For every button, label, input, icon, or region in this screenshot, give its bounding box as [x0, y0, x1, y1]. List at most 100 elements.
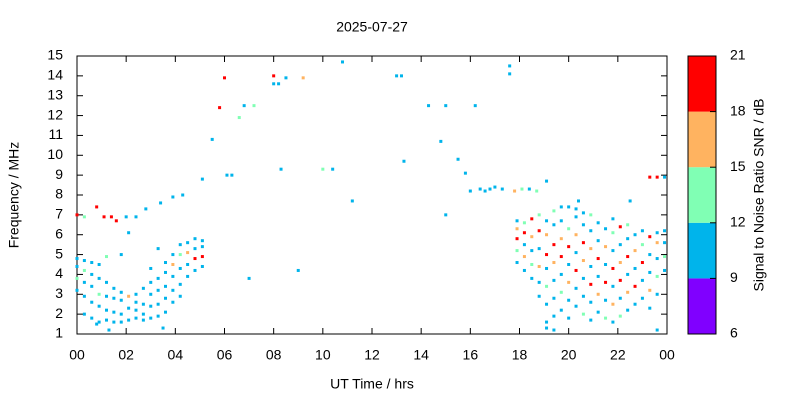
point	[193, 237, 197, 241]
point	[559, 219, 563, 223]
x-tick-label: 22	[610, 347, 626, 363]
point	[655, 231, 659, 235]
point	[626, 290, 630, 294]
point	[567, 298, 571, 302]
point	[515, 219, 519, 223]
colorbar-tick-label: 18	[730, 102, 746, 118]
point	[200, 264, 204, 268]
point	[640, 261, 644, 265]
point	[90, 316, 94, 320]
point	[604, 263, 608, 266]
point	[119, 320, 123, 324]
point	[186, 241, 190, 245]
point	[109, 215, 113, 219]
point	[272, 74, 276, 78]
point	[640, 278, 644, 282]
point	[559, 237, 563, 241]
point	[134, 215, 138, 219]
point	[663, 229, 667, 233]
point	[611, 231, 615, 235]
point	[75, 213, 79, 217]
point	[277, 82, 281, 86]
point	[589, 318, 593, 322]
point	[552, 261, 556, 265]
point	[545, 320, 549, 324]
x-axis-label: UT Time / hrs	[330, 376, 414, 392]
point	[567, 263, 571, 266]
point	[589, 213, 593, 217]
point	[127, 294, 131, 298]
point	[134, 308, 138, 312]
point	[596, 239, 600, 243]
point	[402, 159, 406, 163]
y-tick-label: 8	[55, 186, 63, 202]
point	[537, 213, 541, 217]
point	[107, 328, 111, 332]
point	[515, 237, 519, 241]
point	[82, 312, 86, 316]
point	[119, 298, 123, 302]
x-tick-label: 10	[315, 347, 331, 363]
point	[545, 302, 549, 306]
point	[545, 266, 549, 270]
point	[178, 282, 182, 286]
point	[225, 173, 229, 177]
point	[427, 104, 431, 108]
point	[633, 266, 637, 270]
point	[581, 241, 585, 245]
point	[611, 249, 615, 253]
point	[581, 211, 585, 215]
point	[648, 306, 652, 310]
point	[574, 304, 578, 308]
point	[156, 276, 160, 280]
point	[82, 294, 86, 298]
point	[200, 177, 204, 181]
point	[279, 167, 283, 171]
point	[508, 64, 512, 68]
point	[193, 257, 197, 261]
point	[611, 320, 615, 324]
point	[210, 137, 214, 141]
point	[164, 270, 167, 274]
point	[105, 294, 108, 298]
point	[508, 72, 512, 76]
point	[655, 175, 659, 179]
point	[626, 272, 630, 276]
y-tick-label: 6	[55, 225, 63, 241]
point	[193, 247, 197, 251]
y-tick-label: 13	[47, 86, 63, 102]
point	[633, 302, 637, 306]
point	[633, 233, 637, 237]
y-tick-label: 3	[55, 285, 63, 301]
point	[537, 280, 541, 284]
x-tick-label: 12	[364, 347, 380, 363]
point	[522, 268, 526, 272]
point	[193, 268, 197, 272]
point	[444, 104, 448, 108]
point	[444, 213, 448, 217]
point	[395, 74, 399, 78]
point	[500, 187, 504, 191]
point	[114, 219, 118, 223]
colorbar-tick-label: 21	[730, 47, 746, 63]
point	[581, 294, 585, 298]
point	[663, 241, 667, 245]
y-tick-label: 14	[47, 67, 63, 83]
point	[272, 82, 276, 86]
point	[574, 215, 578, 219]
point	[527, 187, 531, 191]
point	[655, 241, 659, 245]
colorbar-frame	[687, 55, 717, 335]
point	[141, 318, 145, 322]
point	[341, 60, 344, 64]
point	[537, 229, 541, 233]
point	[284, 76, 288, 80]
point	[581, 312, 585, 316]
point	[520, 187, 524, 191]
point	[537, 294, 541, 298]
point	[75, 257, 79, 261]
point	[119, 290, 123, 294]
point	[95, 322, 99, 326]
point	[567, 227, 571, 231]
point	[488, 187, 492, 191]
